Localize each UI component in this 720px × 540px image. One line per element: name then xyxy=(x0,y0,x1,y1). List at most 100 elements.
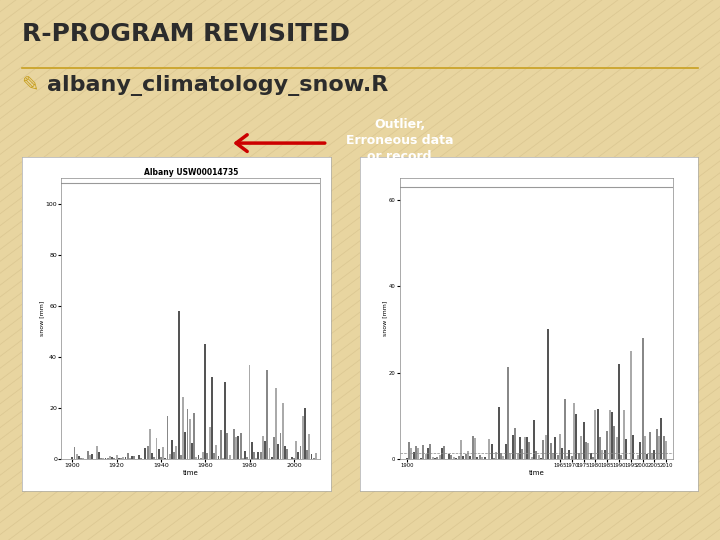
Bar xyxy=(284,446,286,459)
Bar xyxy=(639,442,642,459)
Bar xyxy=(514,428,516,459)
Bar xyxy=(606,431,608,459)
Bar xyxy=(197,455,199,459)
Bar xyxy=(568,450,570,459)
Bar xyxy=(540,458,542,459)
Bar xyxy=(451,456,452,459)
Bar xyxy=(246,457,248,459)
Bar xyxy=(78,456,80,459)
Bar xyxy=(460,441,462,459)
Bar xyxy=(306,450,308,459)
Bar xyxy=(564,400,566,459)
Bar xyxy=(608,410,611,459)
Bar xyxy=(516,453,518,459)
Bar xyxy=(258,453,259,459)
Bar xyxy=(244,451,246,459)
Bar xyxy=(621,455,622,459)
Bar xyxy=(308,434,310,459)
Bar xyxy=(469,456,472,459)
Bar xyxy=(204,344,206,459)
Bar xyxy=(533,420,535,459)
Y-axis label: snow [mm]: snow [mm] xyxy=(382,301,387,336)
Bar xyxy=(592,457,594,459)
Bar xyxy=(116,455,117,459)
Bar xyxy=(91,454,93,459)
Bar xyxy=(571,456,573,459)
Bar xyxy=(547,329,549,459)
Bar xyxy=(96,446,98,459)
Bar xyxy=(554,437,557,459)
Bar xyxy=(107,457,109,459)
Bar xyxy=(665,441,667,459)
Bar xyxy=(472,436,474,459)
Bar xyxy=(425,454,426,459)
Bar xyxy=(500,453,502,459)
Bar xyxy=(642,338,644,459)
Bar xyxy=(658,436,660,459)
Bar xyxy=(405,458,408,459)
Bar xyxy=(166,416,168,459)
Bar xyxy=(656,429,657,459)
Bar xyxy=(262,436,264,459)
Bar xyxy=(295,441,297,459)
Bar xyxy=(300,446,302,459)
Bar xyxy=(226,433,228,459)
Bar xyxy=(505,444,507,459)
Bar xyxy=(453,457,455,459)
Bar xyxy=(549,443,552,459)
Bar xyxy=(479,455,481,459)
Bar xyxy=(127,453,129,459)
Bar xyxy=(632,435,634,459)
Bar xyxy=(415,446,417,459)
Bar xyxy=(464,454,467,459)
Bar xyxy=(125,457,127,459)
Bar xyxy=(240,433,242,459)
Bar xyxy=(220,430,222,459)
Bar xyxy=(434,458,436,459)
Bar xyxy=(625,439,627,459)
Bar xyxy=(71,457,73,459)
Bar xyxy=(510,453,511,459)
Bar xyxy=(111,457,113,459)
Bar xyxy=(552,454,554,459)
Bar xyxy=(651,453,653,459)
Bar xyxy=(536,451,537,459)
Bar xyxy=(114,458,115,459)
Bar xyxy=(477,457,478,459)
Bar xyxy=(162,447,164,459)
Bar xyxy=(611,412,613,459)
Bar xyxy=(98,452,100,459)
Bar xyxy=(160,457,162,459)
Bar xyxy=(310,454,312,459)
Bar xyxy=(302,416,304,459)
Bar xyxy=(222,457,224,459)
Bar xyxy=(526,437,528,459)
Bar xyxy=(149,429,150,459)
Bar xyxy=(224,382,226,459)
Bar xyxy=(156,438,158,459)
Bar xyxy=(528,442,531,459)
Bar xyxy=(164,458,166,459)
Bar xyxy=(597,409,599,459)
Bar xyxy=(590,453,592,459)
Bar xyxy=(291,457,292,459)
Bar xyxy=(462,456,464,459)
Bar xyxy=(168,454,171,459)
Bar xyxy=(448,454,450,459)
Bar xyxy=(573,403,575,459)
Bar xyxy=(503,456,505,459)
Bar xyxy=(122,457,124,459)
Bar xyxy=(542,440,544,459)
Bar xyxy=(129,458,131,459)
Bar xyxy=(613,426,615,459)
Bar xyxy=(238,436,239,459)
Bar xyxy=(512,435,514,459)
Bar xyxy=(304,408,306,459)
Bar xyxy=(89,455,91,459)
Bar xyxy=(660,418,662,459)
Bar xyxy=(211,377,213,459)
Bar xyxy=(580,436,582,459)
Bar xyxy=(575,414,577,459)
Bar xyxy=(202,452,204,459)
Bar xyxy=(138,455,140,459)
